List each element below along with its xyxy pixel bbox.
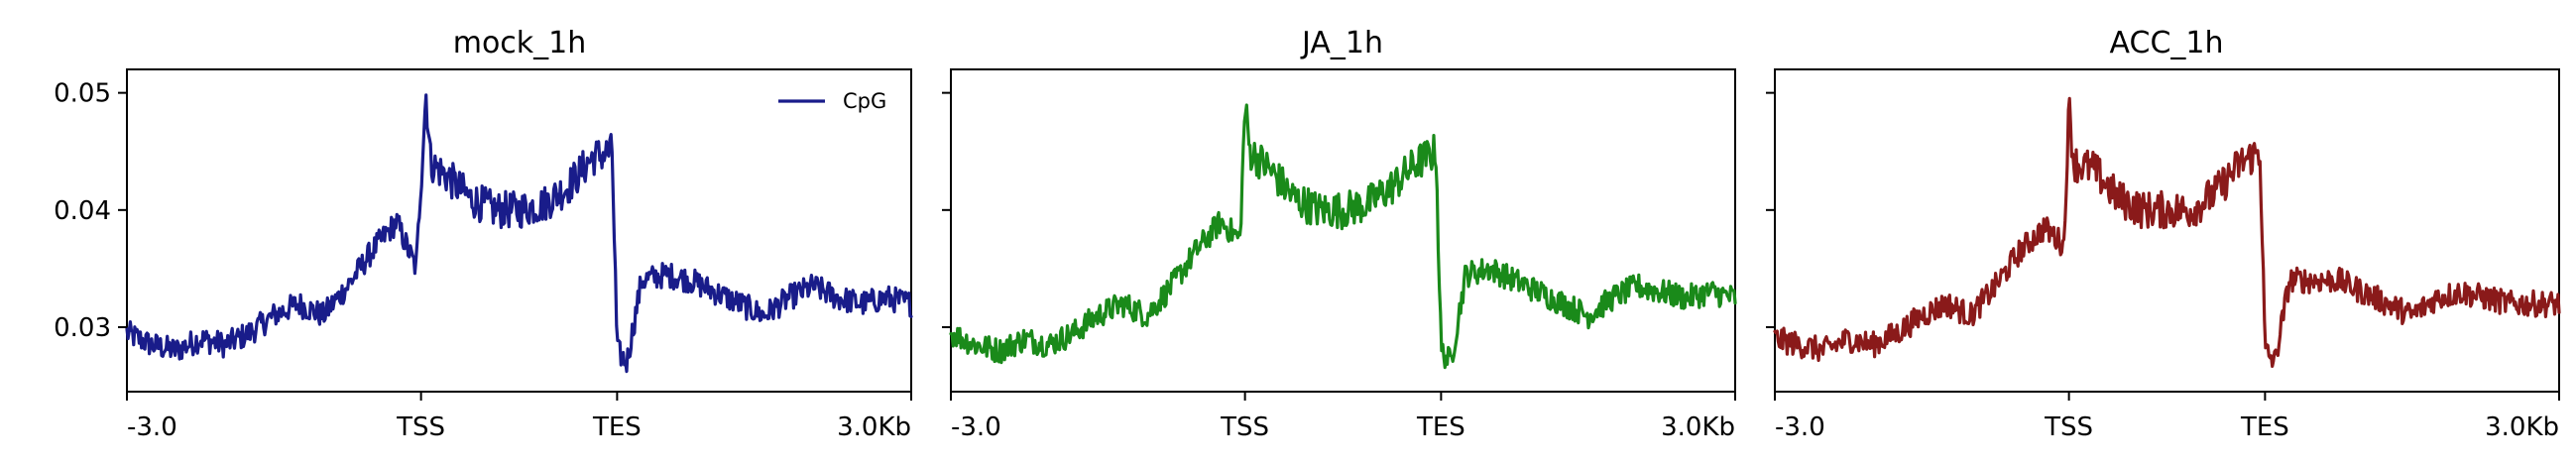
x-tick-label: 3.0Kb <box>837 412 911 442</box>
panel-ja-1h: JA_1h -3.0 TSS TES 3.0Kb <box>942 26 1737 442</box>
x-tick-label: TES <box>2240 412 2289 442</box>
panel-mock-1h: mock_1h -3.0 TSS TES 3.0Kb 0.03 0.04 0.05 CpG <box>54 26 913 442</box>
panel-title: JA_1h <box>1300 26 1383 60</box>
series-layer <box>949 103 1737 370</box>
series-layer <box>1773 96 2561 368</box>
x-tick-label: -3.0 <box>127 412 177 442</box>
series-line-profile <box>949 103 1737 370</box>
panel-title: mock_1h <box>453 26 587 60</box>
tick-layer: -3.0 TSS TES 3.0Kb <box>1766 91 2560 442</box>
y-tick-label: 0.05 <box>54 79 111 109</box>
series-line-profile <box>1773 96 2561 368</box>
x-tick-label: TSS <box>396 412 445 442</box>
x-tick-label: TES <box>1416 412 1465 442</box>
plot-frame <box>126 68 912 393</box>
tick-layer: -3.0 TSS TES 3.0Kb 0.03 0.04 0.05 <box>54 79 912 442</box>
panel-title: ACC_1h <box>2110 26 2224 60</box>
x-tick-label: TSS <box>1220 412 1269 442</box>
legend: CpG <box>778 89 886 113</box>
series-layer <box>125 93 913 374</box>
x-tick-label: -3.0 <box>1775 412 1825 442</box>
panel-acc-1h: ACC_1h -3.0 TSS TES 3.0Kb <box>1766 26 2561 442</box>
y-tick-label: 0.04 <box>54 196 111 226</box>
y-tick-label: 0.03 <box>54 313 111 343</box>
x-tick-label: TSS <box>2044 412 2093 442</box>
x-tick-label: -3.0 <box>951 412 1001 442</box>
tick-layer: -3.0 TSS TES 3.0Kb <box>942 91 1736 442</box>
x-tick-label: TES <box>592 412 642 442</box>
x-tick-label: 3.0Kb <box>1661 412 1735 442</box>
plot-frame <box>1774 68 2560 393</box>
x-tick-label: 3.0Kb <box>2485 412 2559 442</box>
legend-label-cpg: CpG <box>843 89 886 113</box>
plot-frame <box>950 68 1736 393</box>
series-line-cpg <box>125 93 913 374</box>
